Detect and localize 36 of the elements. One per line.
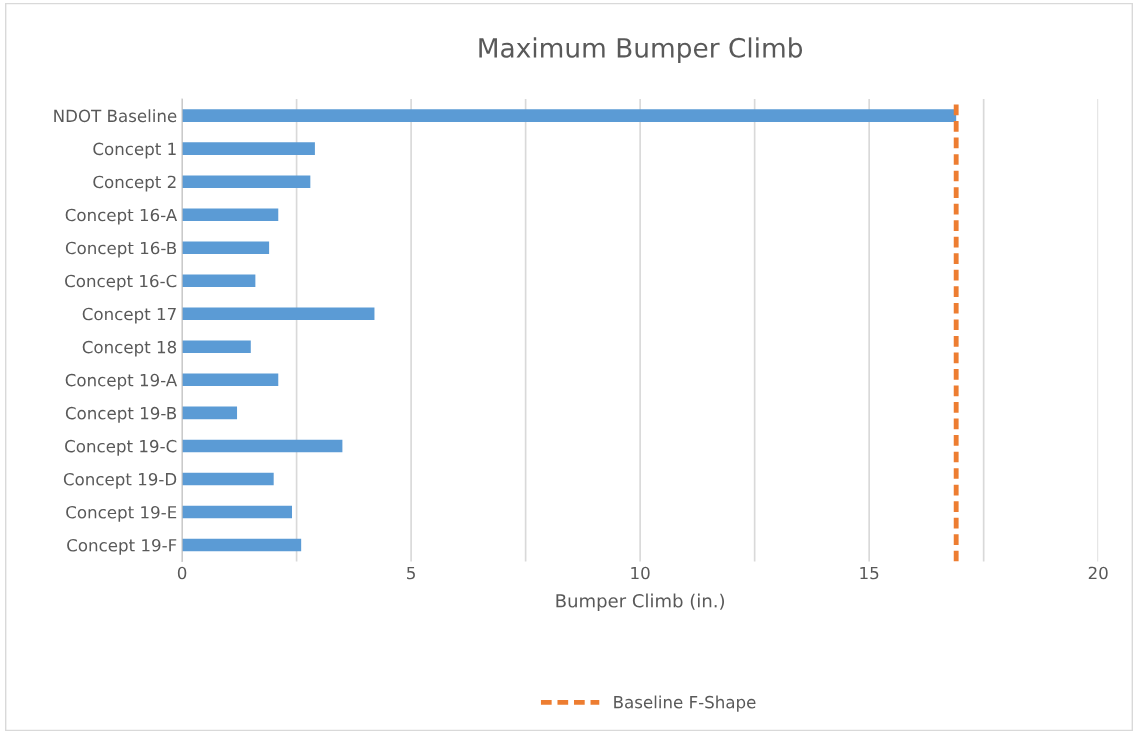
bar bbox=[182, 241, 270, 254]
bar bbox=[182, 373, 279, 387]
bar bbox=[182, 208, 279, 221]
x-tick-label: 10 bbox=[631, 566, 650, 580]
y-tick-label: Concept 19-D bbox=[63, 472, 177, 489]
y-tick-label: Concept 2 bbox=[93, 175, 176, 192]
bar bbox=[182, 406, 238, 420]
bar bbox=[182, 175, 311, 188]
x-axis-title: Bumper Climb (in.) bbox=[556, 593, 725, 612]
bar bbox=[182, 307, 375, 321]
x-tick-label: 15 bbox=[860, 566, 879, 580]
bar bbox=[182, 439, 343, 453]
x-tick-label: 20 bbox=[1088, 566, 1108, 580]
x-tick-label: 5 bbox=[407, 566, 415, 580]
y-tick-label: Concept 19-E bbox=[66, 505, 177, 522]
bar bbox=[182, 538, 302, 552]
y-tick-label: NDOT Baseline bbox=[54, 109, 177, 123]
bar bbox=[182, 472, 274, 486]
bar bbox=[182, 505, 293, 519]
y-tick-label: Concept 1 bbox=[93, 142, 176, 159]
bar bbox=[182, 274, 256, 288]
y-tick-label: Concept 19-A bbox=[65, 373, 178, 390]
y-tick-label: Concept 19-F bbox=[67, 538, 177, 555]
legend-label: Baseline F-Shape bbox=[614, 695, 756, 712]
bar bbox=[182, 142, 315, 155]
y-tick-label: Concept 16-B bbox=[65, 241, 177, 258]
y-tick-label: Concept 16-C bbox=[65, 274, 177, 291]
y-tick-label: Concept 19-C bbox=[65, 439, 177, 456]
y-tick-label: Concept 19-B bbox=[65, 406, 177, 423]
y-tick-label: Concept 17 bbox=[82, 307, 176, 324]
bar bbox=[182, 340, 251, 354]
bar bbox=[182, 109, 957, 122]
y-tick-label: Concept 16-A bbox=[65, 208, 178, 225]
chart-title: Maximum Bumper Climb bbox=[479, 37, 803, 63]
y-tick-label: Concept 18 bbox=[82, 340, 177, 357]
x-tick-label: 0 bbox=[177, 566, 187, 580]
